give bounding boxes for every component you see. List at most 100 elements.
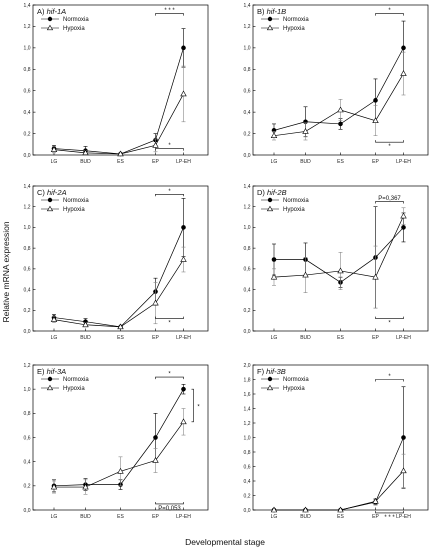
y-tick-label: 1,8 <box>244 377 251 383</box>
panel-letter: A) <box>37 7 47 16</box>
series-line-normoxia <box>53 47 184 155</box>
significance-bracket <box>155 13 184 16</box>
x-tick-label: BUD <box>300 514 311 520</box>
panel-gene: hif-2B <box>267 188 287 197</box>
legend-marker-open <box>46 384 54 391</box>
legend-marker-open <box>46 24 54 31</box>
y-tick-label: 0,2 <box>24 308 31 314</box>
y-tick-label: 0,6 <box>244 464 251 470</box>
y-tick-label: 1,0 <box>24 225 31 231</box>
data-point-hypoxia <box>82 321 89 328</box>
y-tick-label: 0,6 <box>244 267 251 273</box>
significance-bracket <box>155 193 184 197</box>
significance-label: * <box>168 189 171 195</box>
y-tick-label: 0,2 <box>24 484 31 490</box>
y-tick-label: 0,8 <box>24 246 31 252</box>
y-tick-label: 1,2 <box>24 24 31 30</box>
x-tick-label: EP <box>152 335 159 341</box>
significance-bracket <box>375 510 404 514</box>
plot-frame <box>32 185 209 332</box>
panel-title: C) hif-2A <box>37 188 67 197</box>
significance-bracket <box>375 316 404 319</box>
legend-marker-filled <box>267 376 273 382</box>
x-tick-label: BUD <box>80 514 91 520</box>
panel-title: A) hif-1A <box>37 7 66 16</box>
y-tick-label: 1,4 <box>244 184 251 190</box>
y-tick-label: 0,8 <box>24 411 31 417</box>
panel-hif-2B: 0,0 0,2 0,4 0,6 0,8 1,0 1,2 1,4 LG BUD ES EP LP-EH D)… <box>244 184 429 341</box>
legend-marker-filled <box>47 376 53 382</box>
legend-entry: Normoxia <box>63 377 89 383</box>
x-tick-label: ES <box>337 159 344 165</box>
significance-bracket <box>375 140 404 143</box>
x-tick-label: EP <box>372 159 379 165</box>
legend-marker-filled <box>47 197 53 203</box>
x-tick-label: ES <box>337 335 344 341</box>
legend-marker-open <box>46 205 54 212</box>
y-tick-label: 0,4 <box>244 287 251 293</box>
y-tick-label: 0,6 <box>244 89 251 95</box>
series-line-hypoxia <box>274 470 404 511</box>
data-point-hypoxia <box>50 316 58 322</box>
y-tick-label: 1,2 <box>244 421 251 427</box>
significance-label: * <box>388 321 391 327</box>
series-line-hypoxia <box>54 421 184 488</box>
y-tick-label: 1,0 <box>244 225 251 231</box>
y-axis-label: Relative mRNA expression <box>1 221 11 322</box>
y-tick-label: 0,8 <box>244 450 251 456</box>
data-point-hypoxia <box>180 418 187 425</box>
x-tick-label: LG <box>51 514 58 520</box>
panel-gene: hif-1B <box>267 7 287 16</box>
significance-bracket <box>155 501 184 505</box>
x-tick-label: LG <box>271 335 278 341</box>
significance-bracket <box>155 316 184 319</box>
series-line-normoxia <box>274 437 404 511</box>
data-point-normoxia <box>401 435 406 440</box>
series-line-hypoxia <box>273 215 404 278</box>
data-point-hypoxia <box>400 467 407 474</box>
significance-label: * <box>388 8 391 14</box>
data-point-hypoxia <box>270 506 278 513</box>
y-tick-label: 0,0 <box>24 329 31 335</box>
legend-entry: Hypoxia <box>283 386 305 392</box>
y-tick-label: 1,4 <box>244 406 251 412</box>
y-tick-label: 1,0 <box>244 46 251 52</box>
y-tick-label: 0,2 <box>24 131 31 137</box>
x-tick-label: BUD <box>300 159 311 165</box>
data-point-hypoxia <box>152 299 159 306</box>
y-tick-label: 0,0 <box>244 153 251 159</box>
y-tick-label: 1,6 <box>244 392 251 398</box>
legend-entry: Hypoxia <box>283 26 305 32</box>
data-point-hypoxia <box>180 90 187 97</box>
panel-gene: hif-1A <box>47 7 67 16</box>
series-line-normoxia <box>53 227 184 328</box>
data-point-hypoxia <box>270 273 278 280</box>
y-tick-label: 0,4 <box>24 459 31 465</box>
data-point-hypoxia <box>372 117 379 124</box>
y-tick-label: 1,4 <box>244 3 251 9</box>
significance-bracket <box>191 388 194 423</box>
legend-marker-open <box>266 384 274 391</box>
data-point-hypoxia <box>302 271 309 278</box>
panel-hif-2A: 0,0 0,2 0,4 0,6 0,8 1,0 1,2 1,4 LG BUD ES EP LP-EH C)… <box>24 184 209 341</box>
y-tick-label: 1,2 <box>24 205 31 211</box>
plot-frame <box>32 4 209 156</box>
panel-title: F) hif-3B <box>257 367 286 376</box>
data-point-normoxia <box>373 98 378 103</box>
legend-entry: Normoxia <box>63 17 89 23</box>
significance-label: * <box>168 143 171 149</box>
data-point-hypoxia <box>337 267 344 274</box>
legend-entry: Normoxia <box>283 17 309 23</box>
y-tick-label: 0,0 <box>244 329 251 335</box>
x-tick-label: EP <box>372 335 379 341</box>
data-point-normoxia <box>181 225 186 230</box>
x-tick-label: BUD <box>80 335 91 341</box>
panel-letter: F) <box>257 367 266 376</box>
legend-entry: Hypoxia <box>63 386 85 392</box>
series-line-normoxia <box>273 47 404 131</box>
y-tick-label: 2,0 <box>244 363 251 369</box>
x-tick-label: LG <box>271 159 278 165</box>
data-point-normoxia <box>401 225 406 230</box>
significance-label: * <box>168 321 171 327</box>
y-tick-label: 1,2 <box>24 363 31 369</box>
